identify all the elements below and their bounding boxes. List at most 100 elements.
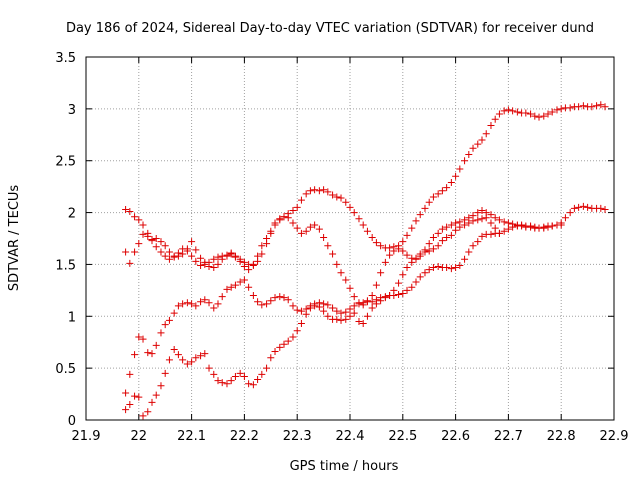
data-point bbox=[276, 343, 284, 351]
data-point bbox=[566, 209, 574, 217]
data-point bbox=[297, 196, 305, 204]
data-point bbox=[320, 300, 328, 308]
chart-title: Day 186 of 2024, Sidereal Day-to-day VTE… bbox=[66, 21, 594, 36]
x-tick-label: 22.8 bbox=[547, 429, 576, 444]
data-point bbox=[236, 369, 244, 377]
data-point bbox=[258, 301, 266, 309]
data-point bbox=[227, 283, 235, 291]
data-point bbox=[245, 380, 253, 388]
data-point bbox=[429, 264, 437, 272]
data-point bbox=[478, 136, 486, 144]
data-point bbox=[188, 238, 196, 246]
data-point bbox=[152, 243, 160, 251]
data-point bbox=[372, 281, 380, 289]
data-point bbox=[553, 106, 561, 114]
data-point bbox=[289, 333, 297, 341]
data-point bbox=[474, 140, 482, 148]
data-point bbox=[231, 372, 239, 380]
data-point bbox=[359, 320, 367, 328]
data-point bbox=[337, 194, 345, 202]
data-point bbox=[263, 235, 271, 242]
data-point bbox=[465, 248, 473, 256]
y-axis-title: SDTVAR / TECUs bbox=[7, 185, 22, 292]
data-point bbox=[135, 216, 143, 224]
x-tick-label: 22.3 bbox=[283, 429, 312, 444]
data-point bbox=[324, 312, 332, 320]
data-point bbox=[443, 233, 451, 241]
data-point bbox=[165, 316, 173, 324]
data-point bbox=[504, 106, 512, 114]
data-point bbox=[395, 291, 403, 299]
data-point bbox=[263, 364, 271, 372]
data-point bbox=[355, 300, 363, 308]
data-point bbox=[509, 223, 517, 231]
data-point bbox=[456, 261, 464, 269]
x-tick-label: 22.2 bbox=[230, 429, 259, 444]
data-point bbox=[214, 377, 222, 385]
y-tick-label: 2 bbox=[68, 207, 76, 222]
data-point bbox=[271, 348, 279, 356]
data-point bbox=[399, 271, 407, 279]
data-point bbox=[135, 393, 143, 401]
data-point bbox=[438, 225, 446, 233]
data-point bbox=[258, 242, 266, 250]
data-point bbox=[509, 107, 517, 115]
data-point bbox=[165, 248, 173, 256]
y-tick-label: 1.5 bbox=[55, 258, 76, 273]
data-point bbox=[289, 206, 297, 214]
data-point bbox=[346, 312, 354, 320]
data-point bbox=[192, 246, 200, 254]
data-point bbox=[412, 278, 420, 286]
data-point bbox=[504, 225, 512, 233]
data-point bbox=[390, 247, 398, 255]
y-axis-ticks: 0 0.5 1 1.5 2 2.5 3 3.5 bbox=[55, 51, 614, 429]
data-point bbox=[271, 219, 279, 227]
data-point bbox=[157, 382, 165, 390]
data-point bbox=[249, 381, 257, 389]
data-point bbox=[544, 110, 552, 118]
data-point bbox=[372, 239, 380, 247]
data-point bbox=[144, 408, 152, 416]
data-point bbox=[165, 356, 173, 364]
data-point bbox=[223, 252, 231, 260]
data-point bbox=[518, 221, 526, 229]
data-point bbox=[461, 255, 469, 263]
data-point bbox=[403, 264, 411, 272]
data-point bbox=[434, 229, 442, 237]
data-point bbox=[170, 309, 178, 317]
data-point bbox=[183, 299, 191, 307]
data-point bbox=[333, 307, 341, 315]
data-point bbox=[214, 260, 222, 268]
data-point bbox=[236, 257, 244, 265]
data-point bbox=[342, 308, 350, 316]
data-point bbox=[258, 370, 266, 378]
data-point bbox=[531, 112, 539, 120]
data-point bbox=[381, 258, 389, 266]
data-point bbox=[306, 223, 314, 231]
data-point bbox=[179, 300, 187, 308]
y-tick-label: 3 bbox=[68, 103, 76, 118]
data-point bbox=[438, 237, 446, 245]
data-point bbox=[214, 300, 222, 308]
data-point bbox=[122, 389, 130, 397]
data-point bbox=[438, 187, 446, 195]
data-point bbox=[443, 223, 451, 231]
data-point bbox=[161, 242, 169, 250]
data-point bbox=[267, 354, 275, 362]
data-point bbox=[531, 223, 539, 231]
data-point bbox=[570, 204, 578, 212]
data-point bbox=[575, 203, 583, 211]
data-point bbox=[289, 219, 297, 227]
data-point bbox=[482, 130, 490, 138]
data-point bbox=[425, 198, 433, 206]
data-point bbox=[333, 193, 341, 201]
data-point bbox=[284, 296, 292, 304]
data-point bbox=[535, 224, 543, 232]
data-point bbox=[447, 265, 455, 273]
data-point bbox=[276, 215, 284, 223]
data-point bbox=[170, 345, 178, 353]
data-point bbox=[395, 245, 403, 253]
data-point bbox=[408, 283, 416, 291]
data-point bbox=[359, 299, 367, 307]
